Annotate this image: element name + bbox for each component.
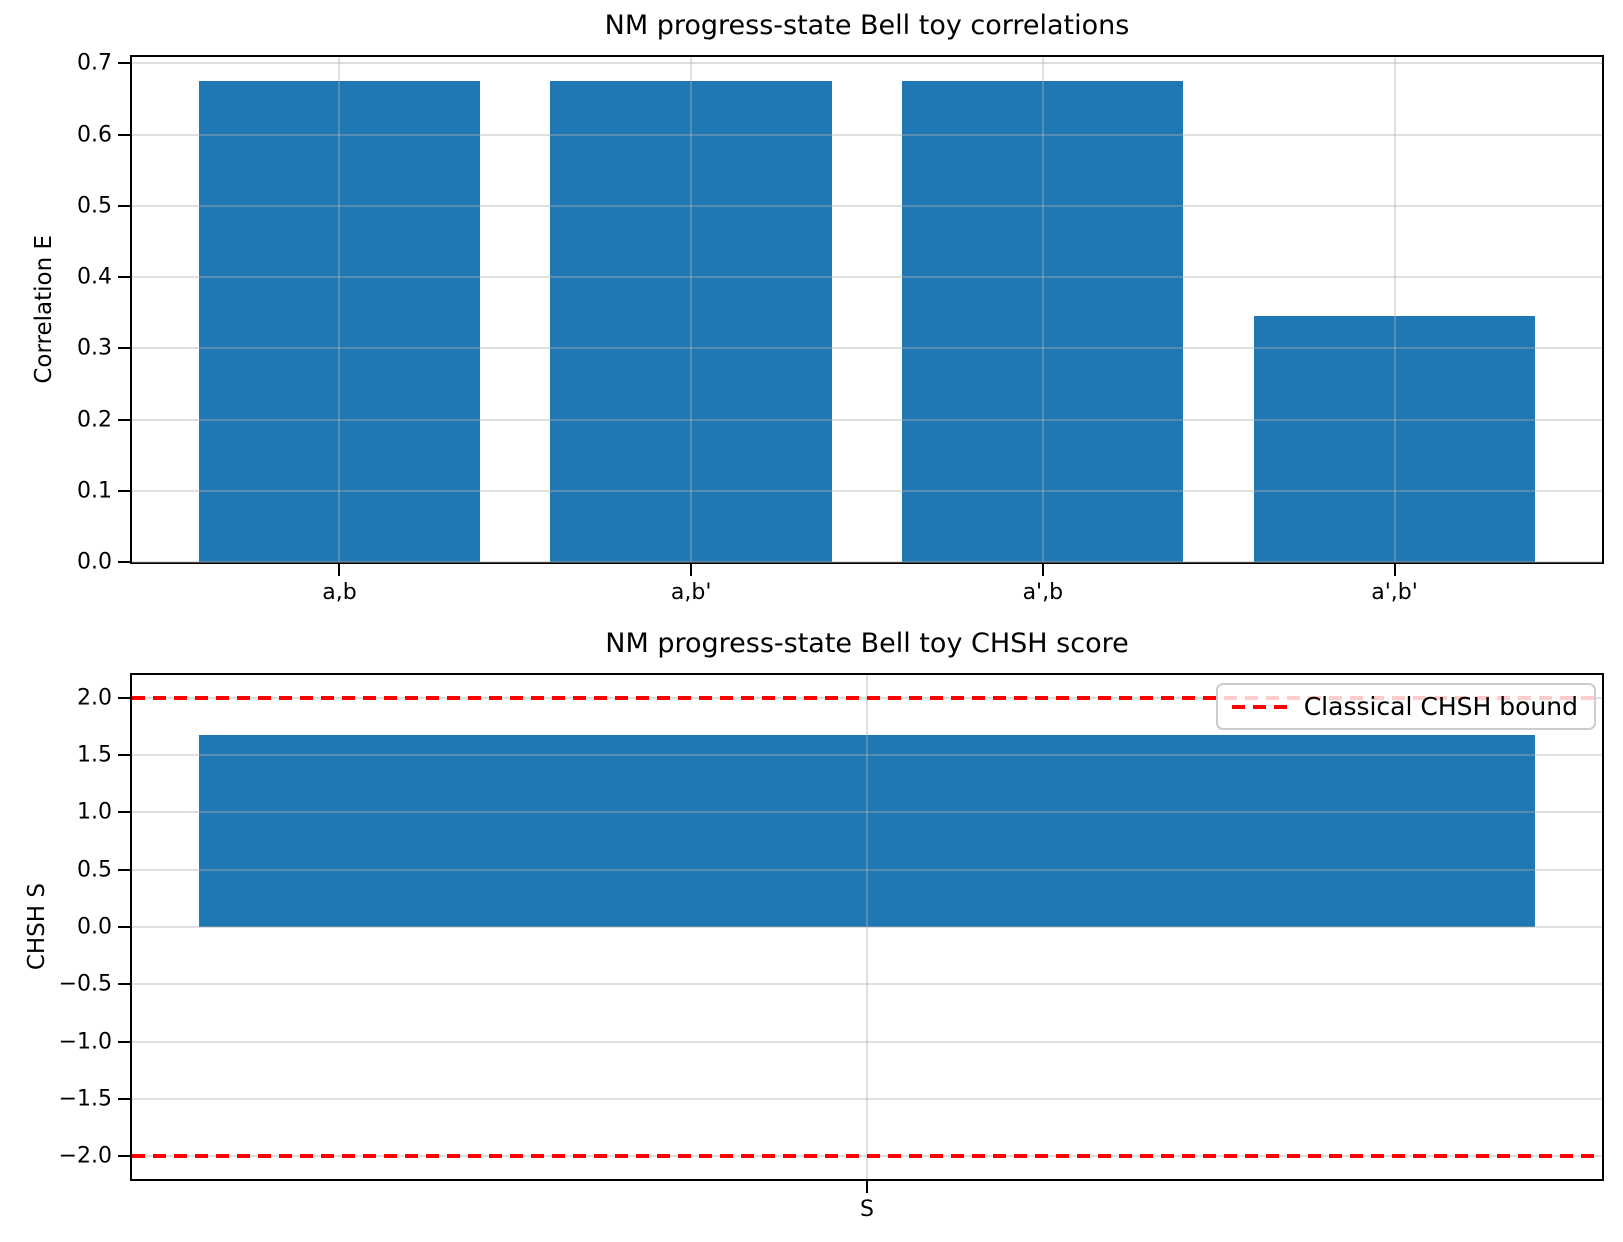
y-tick-label: −1.0 [58,1029,112,1055]
y-tick-label: 0.7 [77,50,112,76]
bar-a,b [198,81,481,562]
y-tick-mark [118,133,130,136]
x-tick-label: S [860,1197,874,1222]
y-tick-mark [118,811,130,814]
chsh-score-plot: NM progress-state Bell toy CHSH score CH… [24,628,1604,1222]
y-tick-mark [118,1097,130,1100]
bar-a,b' [550,81,832,562]
x-tick-mark [866,1181,868,1193]
y-tick-label: 0.0 [77,914,112,940]
x-tick-label: a',b' [1371,580,1418,605]
x-tick-mark [338,564,341,576]
y-tick-label: 0.4 [77,264,112,290]
chsh-y-axis-label: CHSH S [24,883,50,971]
legend: Classical CHSH bound [1215,683,1596,730]
legend-label: Classical CHSH bound [1303,692,1578,721]
y-tick-mark [118,561,130,563]
legend-dashed-line-sample [1231,704,1288,709]
y-tick-label: 0.5 [77,857,112,883]
correlations-plot: NM progress-state Bell toy correlations … [31,10,1604,605]
y-tick-mark [118,62,130,65]
y-tick-mark [118,1040,130,1043]
y-tick-mark [118,754,130,757]
h-gridline [132,983,1602,986]
y-tick-mark [118,696,130,699]
y-tick-label: 0.6 [77,122,112,148]
y-tick-mark [118,418,130,421]
y-tick-label: 0.3 [77,335,112,361]
classical-bound-line [132,1154,1602,1159]
chsh-plot-title: NM progress-state Bell toy CHSH score [605,628,1129,659]
y-tick-label: 1.0 [77,799,112,825]
y-tick-mark [118,868,130,871]
h-gridline [132,62,1602,65]
x-tick-label: a',b [1022,580,1064,605]
y-tick-label: 0.1 [77,478,112,504]
h-gridline [132,1097,1602,1100]
h-gridline [132,1040,1602,1043]
x-tick-label: a,b [322,580,357,605]
bar-S [198,734,1536,927]
y-tick-label: 1.5 [77,742,112,768]
y-tick-label: −2.0 [58,1143,112,1169]
correlations-y-axis-label: Correlation E [31,235,57,384]
y-tick-label: 0.0 [77,549,112,575]
y-tick-mark [118,347,130,350]
y-tick-label: 2.0 [77,685,112,711]
bar-a',b' [1253,315,1536,562]
bar-a',b [902,81,1184,562]
correlations-plot-title: NM progress-state Bell toy correlations [604,10,1130,41]
x-tick-label: a,b' [670,580,712,605]
y-tick-label: 0.2 [77,407,112,433]
y-tick-mark [118,204,130,207]
y-tick-mark [118,983,130,986]
x-tick-mark [1041,564,1044,576]
y-tick-mark [118,926,130,928]
y-tick-mark [118,489,130,492]
y-tick-mark [118,276,130,279]
y-tick-label: 0.5 [77,193,112,219]
y-tick-mark [118,1155,130,1158]
y-tick-label: −1.5 [58,1086,112,1112]
x-tick-mark [690,564,693,576]
h-gridline [132,1155,1602,1158]
y-tick-label: −0.5 [58,971,112,997]
x-tick-mark [1393,564,1396,576]
